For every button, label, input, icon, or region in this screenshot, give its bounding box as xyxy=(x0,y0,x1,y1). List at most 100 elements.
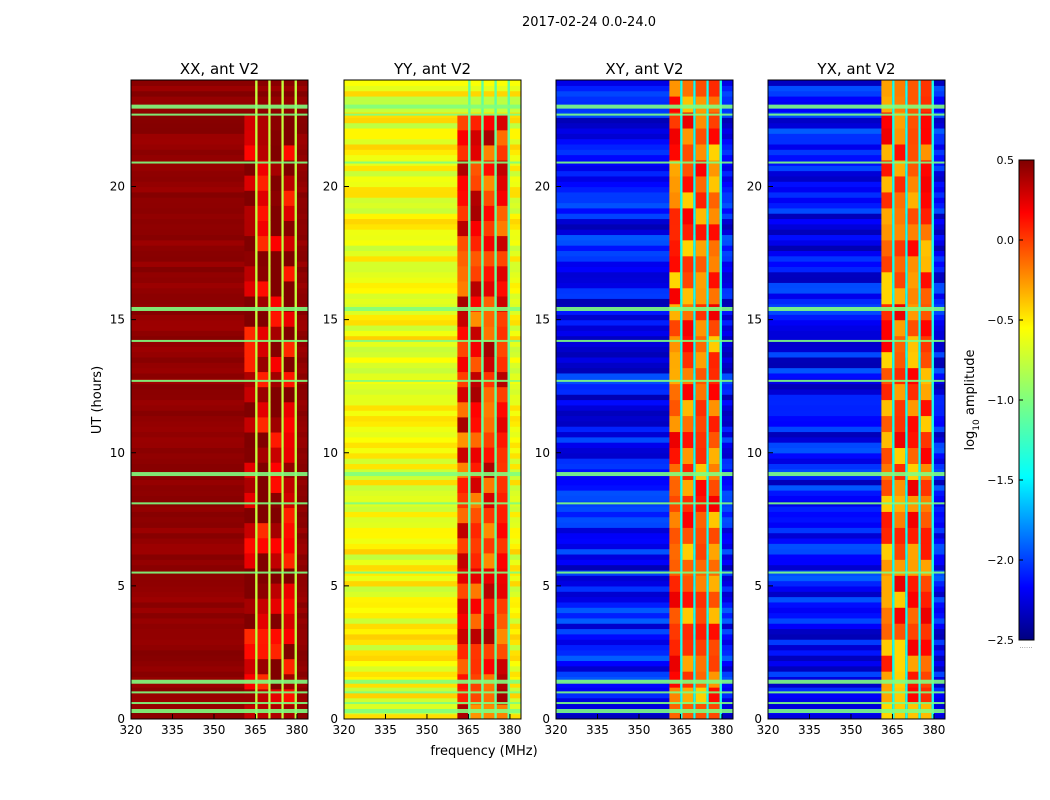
rfi-band-cell xyxy=(669,223,681,241)
rfi-band-cell xyxy=(708,207,720,225)
flagged-row xyxy=(344,379,521,382)
heatmap-row xyxy=(344,245,521,251)
rfi-band-cell xyxy=(470,507,482,524)
rfi-band-cell xyxy=(920,623,932,640)
heatmap-row xyxy=(344,474,521,480)
rfi-band-cell xyxy=(708,271,720,289)
heatmap-row xyxy=(131,681,308,688)
rfi-band-cell xyxy=(257,341,269,357)
rfi-band-cell xyxy=(894,639,906,656)
rfi-band-cell xyxy=(270,522,282,539)
rfi-band-cell xyxy=(257,175,269,191)
heatmap-row xyxy=(768,122,945,129)
rfi-band-cell xyxy=(257,598,269,614)
rfi-band-cell xyxy=(470,522,482,539)
rfi-band-cell xyxy=(920,655,932,672)
rfi-band-cell xyxy=(270,537,282,554)
rfi-band-cell xyxy=(881,367,893,385)
heatmap-row xyxy=(344,617,521,624)
rfi-band-cell xyxy=(283,280,295,297)
heatmap-row xyxy=(556,537,733,544)
rfi-band-cell xyxy=(496,492,508,509)
rfi-band-cell xyxy=(881,543,893,560)
heatmap-row xyxy=(768,596,945,603)
heatmap-row xyxy=(556,229,733,236)
rfi-band-cell xyxy=(682,575,694,592)
heatmap-row xyxy=(344,143,521,150)
rfi-band-cell xyxy=(270,462,282,478)
x-tick-label: 320 xyxy=(545,723,568,737)
heatmap-row xyxy=(131,399,308,406)
rfi-band-cell xyxy=(695,303,707,321)
heatmap-row xyxy=(131,687,308,693)
flagged-row xyxy=(131,104,308,109)
rfi-band-cell xyxy=(881,479,893,496)
rfi-band-cell xyxy=(257,190,269,206)
heatmap-row xyxy=(768,308,945,315)
rfi-band-cell xyxy=(894,127,906,145)
heatmap-row xyxy=(768,607,945,614)
rfi-band-cell xyxy=(470,658,482,675)
heatmap-row xyxy=(344,521,521,528)
heatmap-row xyxy=(556,261,733,267)
rfi-band-cell xyxy=(669,399,681,417)
rfi-band-cell xyxy=(695,383,707,401)
rfi-band-cell xyxy=(708,239,720,257)
rfi-band-cell xyxy=(496,326,508,342)
rfi-band-cell xyxy=(470,265,482,282)
rfi-band-cell xyxy=(244,477,256,493)
heatmap-row xyxy=(344,335,521,342)
rfi-band-cell xyxy=(457,583,469,599)
rfi-band-cell xyxy=(894,559,906,576)
heatmap-row xyxy=(344,324,521,331)
heatmap-row xyxy=(344,80,521,86)
heatmap-row xyxy=(556,681,733,688)
rfi-band-cell xyxy=(283,598,295,614)
rfi-gap xyxy=(693,80,696,719)
rfi-band-cell xyxy=(496,371,508,388)
rfi-band-cell xyxy=(881,319,893,337)
rfi-gap xyxy=(931,80,934,719)
rfi-band-cell xyxy=(483,386,495,403)
rfi-band-cell xyxy=(881,415,893,433)
heatmap-row xyxy=(556,170,733,177)
rfi-band-cell xyxy=(920,591,932,608)
flagged-row xyxy=(344,472,521,477)
heatmap-row xyxy=(556,442,733,449)
x-tick-label: 320 xyxy=(120,723,143,737)
heatmap-row xyxy=(556,239,733,246)
rfi-band-cell xyxy=(283,658,295,675)
heatmap-row xyxy=(556,564,733,571)
rfi-band-cell xyxy=(270,295,282,312)
heatmap-row xyxy=(556,420,733,427)
rfi-band-cell xyxy=(920,143,932,161)
panel-yy: YY, ant V2 320 335 350 365 380 0 5 10 15 20 xyxy=(323,60,522,737)
heatmap-row xyxy=(556,575,733,582)
heatmap-row xyxy=(768,490,945,496)
heatmap-row xyxy=(131,447,308,454)
rfi-band-cell xyxy=(270,583,282,599)
rfi-band-cell xyxy=(283,552,295,569)
rfi-band-cell xyxy=(669,335,681,353)
heatmap-row xyxy=(768,431,945,438)
rfi-band-cell xyxy=(496,175,508,191)
rfi-band-cell xyxy=(283,431,295,448)
rfi-band-cell xyxy=(483,175,495,191)
heatmap-row xyxy=(556,335,733,342)
rfi-band-cell xyxy=(483,462,495,478)
rfi-band-cell xyxy=(708,687,720,704)
rfi-band-cell xyxy=(920,255,932,273)
heatmap-row xyxy=(344,623,521,630)
heatmap-row xyxy=(131,410,308,417)
rfi-band-cell xyxy=(457,416,469,433)
heatmap-row xyxy=(131,436,308,443)
rfi-band-cell xyxy=(457,250,469,267)
heatmap-row xyxy=(768,335,945,342)
heatmap-row xyxy=(344,85,521,92)
rfi-band-cell xyxy=(257,567,269,584)
rfi-band-cell xyxy=(669,159,681,177)
heatmap-row xyxy=(344,229,521,236)
rfi-band-cell xyxy=(496,431,508,448)
heatmap-row xyxy=(768,239,945,246)
heatmap-row xyxy=(344,218,521,225)
